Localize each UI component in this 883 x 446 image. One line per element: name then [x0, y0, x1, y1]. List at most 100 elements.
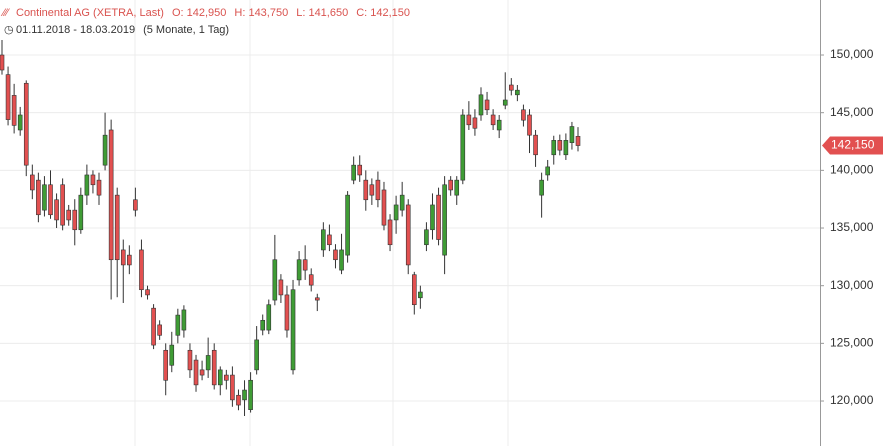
candle-body — [254, 339, 259, 371]
candle-body — [151, 307, 156, 346]
header: ⁄⁄⁄ Continental AG (XETRA, Last) ◷ 01.11… — [0, 7, 410, 36]
candle-body — [290, 289, 296, 371]
last-price-label: 142,150 — [831, 138, 875, 152]
candle-body — [466, 114, 472, 126]
candle-body — [84, 174, 90, 196]
ohlc-value: O: 142,950 — [172, 7, 226, 19]
candle-body — [563, 140, 569, 156]
candle-body — [0, 54, 5, 71]
candle-body — [327, 234, 332, 246]
candle-body — [296, 259, 302, 281]
candle-body — [393, 204, 399, 221]
candle-body — [139, 249, 144, 291]
candle-body — [211, 349, 217, 386]
candle-body — [430, 204, 435, 231]
candle-body — [442, 184, 447, 256]
candle-body — [205, 355, 211, 371]
candle-body — [108, 129, 114, 261]
candle-body — [5, 74, 11, 120]
candle-body — [54, 199, 59, 221]
candle-body — [321, 229, 326, 251]
candle-body — [545, 166, 550, 176]
y-tick-label: 145,000 — [830, 105, 874, 119]
candle-body — [314, 297, 320, 301]
candle-body — [357, 164, 363, 176]
candle-body — [509, 84, 514, 91]
candle-body — [521, 109, 526, 121]
candle-body — [175, 314, 181, 336]
candle-body — [224, 374, 229, 381]
candle-body — [36, 179, 41, 216]
candle-body — [187, 349, 193, 371]
candle-body — [418, 291, 423, 299]
candle-body — [60, 184, 65, 226]
ohlc-value: C: 142,150 — [356, 7, 410, 19]
candle-body — [557, 140, 563, 151]
candle-body — [411, 274, 417, 306]
candle-body — [575, 136, 581, 146]
candle-body — [163, 349, 169, 381]
candle-body — [515, 89, 520, 96]
candle-body — [363, 179, 369, 201]
candle-body — [272, 259, 278, 301]
candle-body — [48, 184, 53, 216]
candle-body — [387, 219, 393, 246]
candle-body — [339, 249, 344, 271]
candle-body — [17, 114, 23, 131]
candle-body — [114, 194, 120, 261]
candle-body — [96, 179, 102, 196]
candle-body — [11, 95, 17, 126]
icon: ⁄⁄⁄ — [0, 7, 11, 19]
x-grid — [134, 0, 509, 446]
candle-body — [527, 114, 532, 136]
candle-body — [381, 189, 387, 226]
candle-body — [302, 259, 308, 271]
candle-body — [78, 194, 84, 231]
candle-body — [199, 369, 205, 376]
candle-body — [333, 249, 338, 261]
candle-body — [375, 179, 381, 201]
y-tick-label: 130,000 — [830, 278, 874, 292]
candle-body — [551, 140, 557, 156]
candle-body — [284, 294, 290, 331]
candle-body — [478, 94, 484, 116]
y-tick-label: 120,000 — [830, 393, 874, 407]
y-tick-label: 150,000 — [830, 47, 874, 61]
candle-body — [369, 184, 375, 196]
candle-body — [569, 126, 575, 143]
candle-body — [145, 289, 150, 296]
candle-body — [169, 344, 175, 366]
candle-body — [102, 134, 108, 166]
last-price-marker — [822, 136, 883, 155]
candle-body — [72, 209, 78, 231]
chart-title: Continental AG (XETRA, Last) — [16, 7, 164, 19]
candle-body — [502, 99, 508, 106]
candle-body — [399, 194, 405, 211]
candle-body — [448, 179, 453, 191]
candle-body — [278, 279, 284, 296]
candle-body — [242, 389, 247, 401]
candle-body — [157, 324, 162, 336]
candle-body — [193, 359, 199, 386]
period: 01.11.2018 - 18.03.2019 — [16, 24, 135, 36]
candle-body — [230, 374, 235, 401]
candle-body — [266, 304, 272, 331]
candle-body — [308, 274, 314, 286]
candle-body — [181, 309, 187, 331]
candle-body — [436, 194, 441, 240]
candle-body — [133, 199, 138, 211]
y-tick-label: 140,000 — [830, 163, 874, 177]
candle-body — [23, 82, 29, 166]
ohlc-value: H: 143,750 — [234, 7, 288, 19]
y-tick-label: 125,000 — [830, 336, 874, 350]
clock-icon: ◷ — [4, 24, 14, 36]
candle-body — [248, 379, 253, 410]
candle-body — [42, 184, 47, 211]
candle-body — [454, 179, 460, 196]
candle-body — [260, 319, 266, 331]
candle-body — [120, 249, 126, 266]
candle-body — [496, 119, 502, 131]
candle-body — [66, 209, 71, 221]
